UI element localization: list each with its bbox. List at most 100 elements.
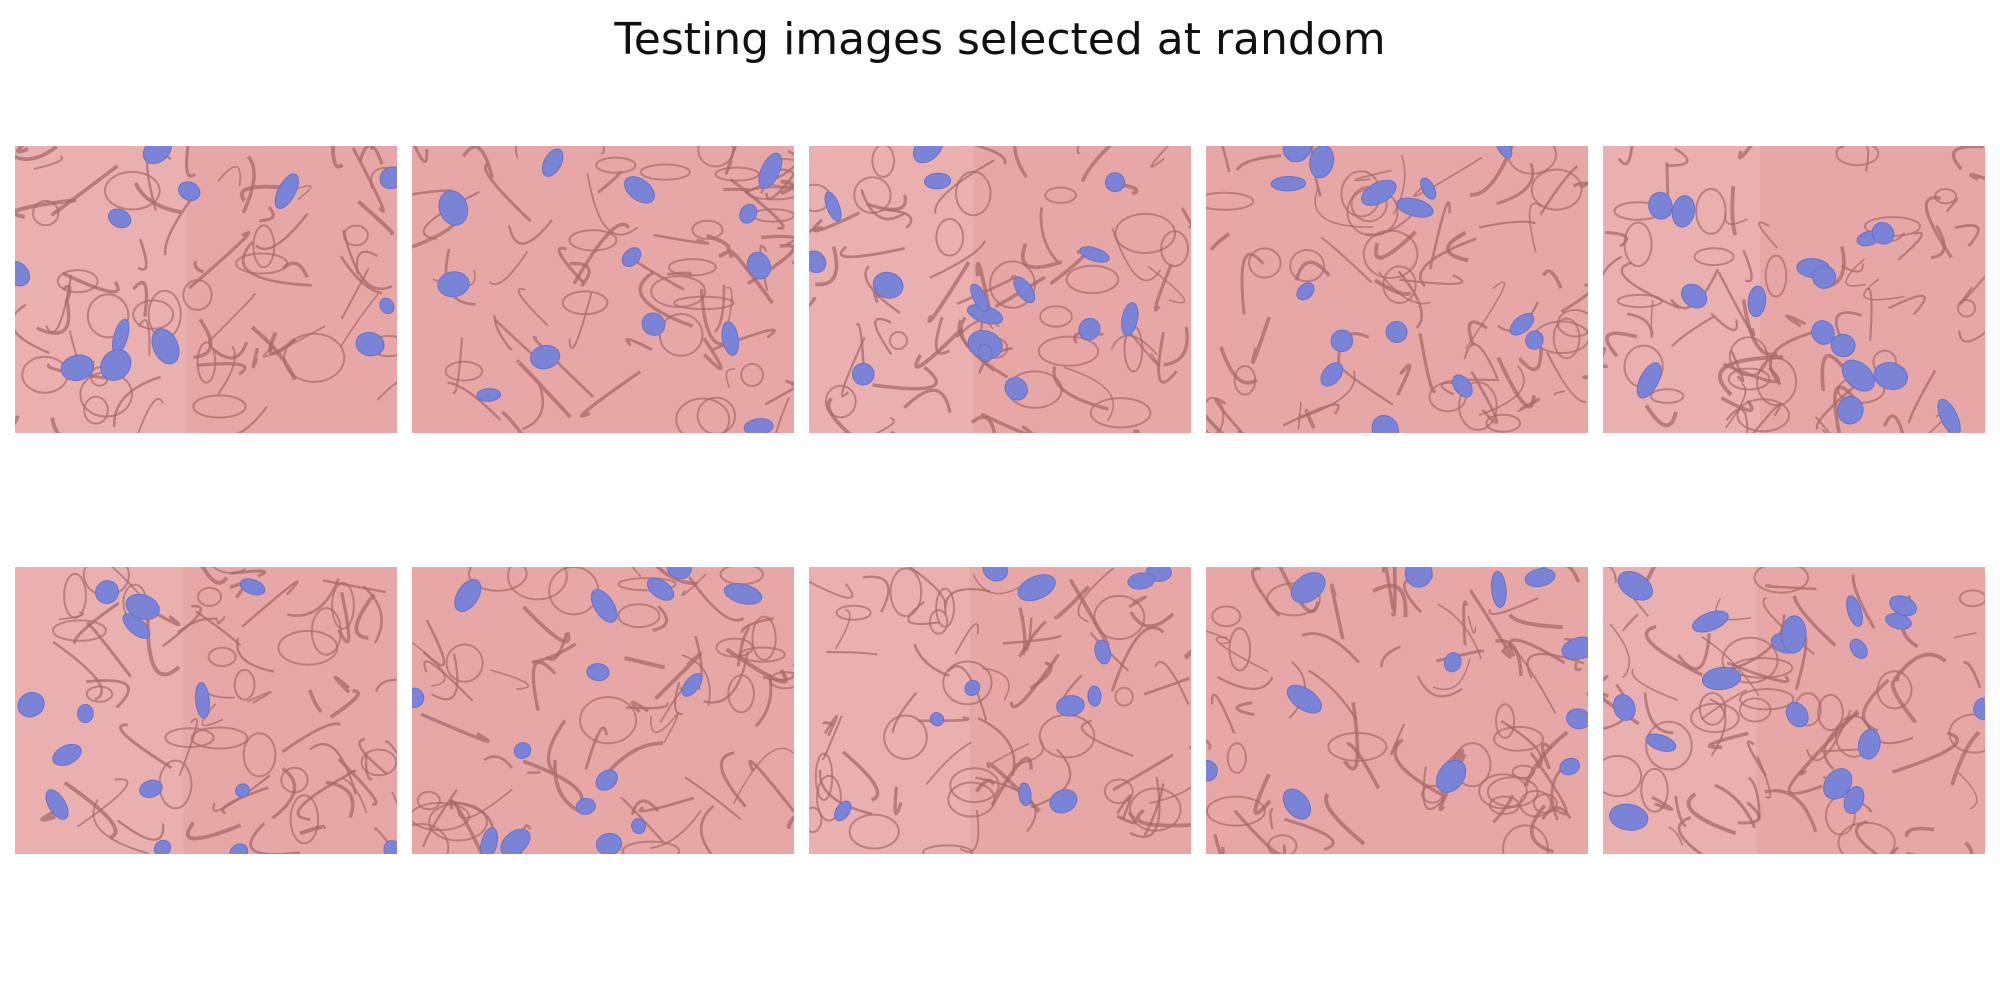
mitochondria-overlay: [95, 580, 119, 604]
cell-outline: [132, 299, 175, 330]
membrane-line: [655, 567, 698, 586]
membrane-line: [1282, 403, 1340, 427]
cell-outline: [1511, 764, 1535, 780]
membrane-line: [1052, 366, 1109, 411]
membrane-line: [322, 579, 386, 594]
cell-outline: [621, 840, 681, 854]
membrane-line: [786, 239, 794, 246]
membrane-line: [1432, 658, 1471, 691]
membrane-line: [597, 170, 623, 194]
membrane-line: [1390, 567, 1397, 617]
em-image-panel: [412, 146, 794, 433]
cell-outline: [1616, 293, 1663, 309]
cell-outline: [739, 646, 786, 663]
membrane-line: [1621, 613, 1639, 632]
membrane-line: [76, 778, 129, 828]
membrane-line: [1643, 692, 1674, 735]
cell-outline: [1129, 787, 1182, 832]
membrane-line: [840, 337, 866, 398]
mitochondria-overlay: [1636, 362, 1662, 399]
cell-outline: [1934, 188, 1958, 205]
membrane-line: [385, 740, 397, 755]
membrane-line: [1301, 632, 1360, 664]
membrane-line: [61, 271, 120, 294]
membrane-line: [1861, 678, 1890, 733]
cell-outline: [1603, 754, 1643, 798]
membrane-line: [138, 319, 151, 356]
cell-outline: [445, 643, 484, 683]
membrane-line: [188, 231, 251, 290]
membrane-line: [764, 382, 794, 406]
membrane-line: [1540, 567, 1581, 583]
membrane-line: [211, 341, 249, 360]
membrane-line: [865, 194, 908, 212]
membrane-line: [1541, 806, 1572, 820]
mitochondria-overlay: [1509, 313, 1535, 336]
mitochondria-overlay: [1648, 191, 1673, 220]
membrane-line: [654, 651, 703, 700]
cell-outline: [196, 341, 217, 384]
mitochondria-overlay: [1282, 788, 1312, 820]
membrane-line: [1002, 633, 1062, 645]
membrane-line: [15, 198, 77, 219]
membrane-line: [1381, 567, 1395, 610]
membrane-line: [63, 781, 118, 840]
membrane-line: [786, 815, 794, 830]
membrane-line: [1250, 316, 1271, 364]
membrane-line: [1467, 615, 1477, 634]
membrane-line: [934, 316, 951, 355]
mitochondria-overlay: [1846, 595, 1863, 627]
mitochondria-overlay: [1524, 568, 1556, 588]
membrane-line: [1468, 589, 1512, 659]
cell-outline: [691, 219, 724, 240]
membrane-line: [1572, 181, 1588, 188]
cell-outline: [277, 629, 339, 666]
membrane-line: [1585, 691, 1588, 697]
membrane-line: [874, 416, 895, 433]
cell-outline: [668, 258, 717, 277]
membrane-line: [16, 146, 29, 154]
membrane-line: [862, 575, 890, 613]
mitochondria-overlay: [595, 832, 623, 854]
membrane-line: [15, 415, 20, 425]
membrane-line: [569, 261, 591, 287]
membrane-line: [652, 605, 668, 632]
mitochondria-overlay: [1206, 760, 1218, 782]
membrane-line: [1882, 414, 1905, 433]
membrane-line: [823, 714, 838, 737]
membrane-line: [342, 777, 368, 814]
membrane-line: [970, 415, 997, 433]
membrane-line: [1209, 232, 1231, 251]
membrane-line: [1502, 645, 1557, 714]
mitochondria-overlay: [1973, 697, 1985, 721]
cell-outline: [935, 587, 956, 628]
membrane-line: [364, 754, 373, 781]
mitochondria-overlay: [1056, 695, 1085, 717]
membrane-line: [1888, 294, 1926, 316]
membrane-line: [249, 822, 301, 854]
cell-outline: [182, 279, 213, 311]
em-image: [1603, 567, 1985, 854]
membrane-line: [1233, 809, 1287, 854]
membrane-line: [431, 653, 459, 701]
membrane-line: [1310, 146, 1331, 197]
membrane-line: [1154, 660, 1190, 706]
cell-outline: [1552, 317, 1581, 360]
membrane-line: [241, 580, 299, 628]
mitochondria-overlay: [125, 593, 160, 621]
mitochondria-overlay: [746, 251, 771, 280]
membrane-line: [1890, 846, 1900, 854]
membrane-line: [1617, 146, 1634, 166]
cell-outline: [207, 646, 237, 668]
cell-outline: [548, 567, 600, 616]
em-image-panel: [1603, 146, 1985, 433]
cell-outline: [1039, 305, 1073, 328]
membrane-line: [631, 567, 642, 578]
membrane-line: [600, 146, 605, 155]
cell-outline: [233, 668, 256, 701]
membrane-line: [1018, 620, 1047, 658]
mitochondria-overlay: [1420, 177, 1437, 200]
mitochondria-overlay: [724, 583, 763, 605]
membrane-line: [1397, 270, 1423, 329]
membrane-line: [236, 406, 268, 433]
